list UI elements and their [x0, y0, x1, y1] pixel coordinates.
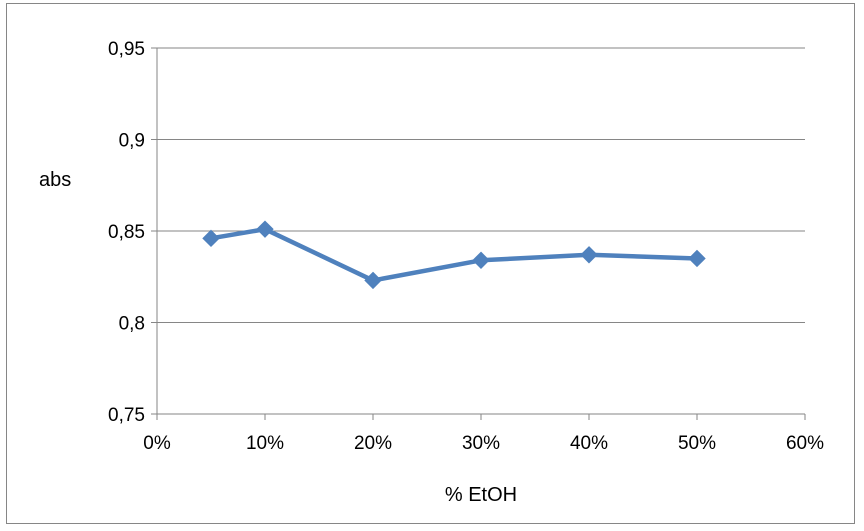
- x-tick-label: 40%: [570, 433, 608, 454]
- data-point-marker: [364, 271, 382, 290]
- y-tick-label: 0,8: [119, 314, 145, 335]
- x-tick-label: 0%: [143, 433, 171, 454]
- chart-frame: [6, 3, 855, 524]
- data-point-marker: [202, 229, 220, 248]
- gridlines: [157, 47, 805, 323]
- x-tick-label: 30%: [462, 433, 500, 454]
- y-axis-title: abs: [39, 169, 71, 191]
- y-tick-label: 0,75: [108, 405, 145, 426]
- y-tick-label: 0,85: [108, 222, 145, 243]
- series-line: [208, 226, 700, 283]
- x-tick-label: 60%: [786, 433, 824, 454]
- x-axis-title: % EtOH: [445, 484, 517, 506]
- data-point-marker: [688, 249, 706, 268]
- axes: [151, 47, 806, 420]
- x-tick-label: 10%: [246, 433, 284, 454]
- x-tick-label: 20%: [354, 433, 392, 454]
- data-point-marker: [580, 246, 598, 264]
- y-tick-label: 0,9: [119, 131, 145, 152]
- series-group: [202, 220, 706, 290]
- y-tick-label: 0,95: [108, 39, 145, 60]
- data-point-marker: [256, 220, 274, 238]
- x-tick-label: 50%: [678, 433, 716, 454]
- data-point-marker: [472, 251, 490, 269]
- tick-labels: 0,75 0,8 0,85 0,9 0,95 0% 10% 20% 30% 40% 50% 60%: [108, 39, 824, 454]
